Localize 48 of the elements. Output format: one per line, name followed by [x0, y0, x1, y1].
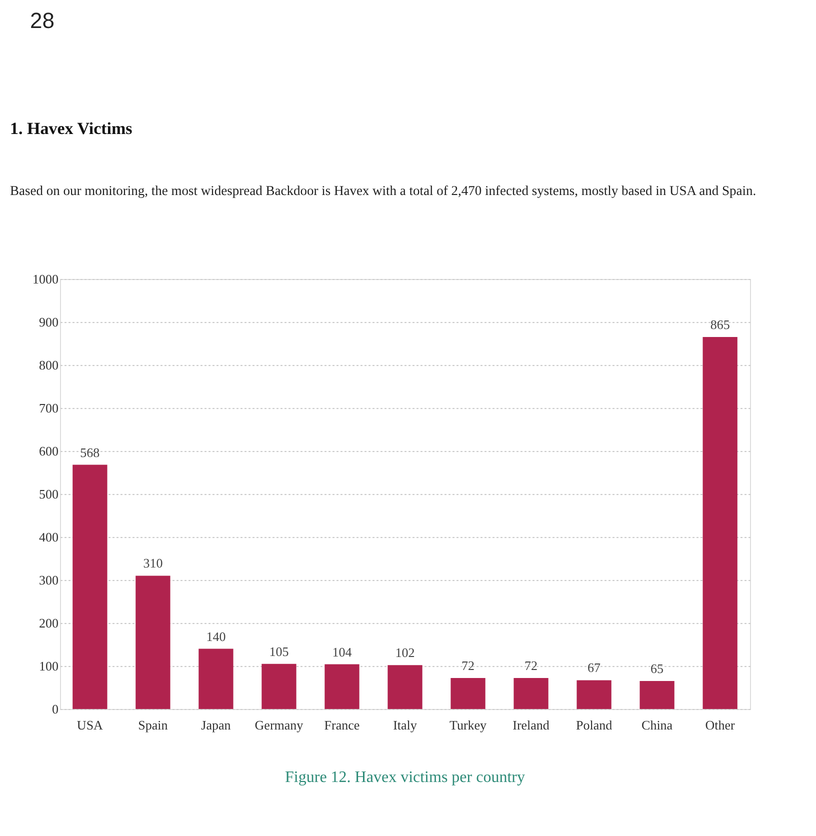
bar	[262, 664, 296, 709]
y-tick-label: 500	[39, 486, 58, 502]
data-label: 65	[650, 661, 664, 676]
bar	[388, 665, 422, 709]
chart-subtitle: Based on our monitoring, the most widespread Backdoor is Havex with a total of 2,470 infected systems, mostly based in USA and Spain.	[10, 183, 756, 198]
x-tick-label: Poland	[576, 718, 613, 732]
text: 28	[30, 8, 54, 33]
y-tick-label: 700	[39, 400, 58, 416]
caption: Figure 12. Havex victims per country	[285, 769, 525, 786]
x-tick-label: Ireland	[512, 718, 550, 732]
x-tick-label: Turkey	[449, 718, 488, 732]
data-label: 140	[206, 628, 226, 644]
y-tick-label: 1000	[32, 272, 58, 286]
bar	[72, 464, 108, 709]
bar	[514, 678, 548, 709]
y-tick-label: 300	[39, 572, 58, 588]
y-tick-label: 0	[52, 702, 58, 716]
data-label: 102	[395, 645, 415, 660]
y-tick-label: 600	[39, 444, 58, 458]
x-tick-label: China	[642, 718, 673, 732]
x-tick-label: Spain	[138, 718, 168, 732]
bar	[450, 678, 486, 709]
chart-title: 1. Havex Victims	[10, 119, 133, 138]
data-label: 105	[269, 644, 289, 659]
data-label: 310	[143, 556, 163, 571]
bar	[136, 576, 170, 709]
bar	[702, 337, 738, 709]
data-label: 104	[332, 644, 352, 660]
bar	[324, 664, 360, 709]
x-tick-label: USA	[76, 718, 104, 732]
x-tick-label: Other	[705, 718, 736, 732]
x-tick-label: France	[324, 718, 360, 732]
y-tick-label: 200	[39, 616, 58, 630]
data-label: 568	[80, 444, 100, 460]
data-label: 67	[588, 660, 602, 676]
x-tick-label: Japan	[201, 718, 232, 732]
y-tick-label: 900	[39, 314, 58, 330]
y-tick-label: 800	[39, 358, 58, 372]
data-label: 72	[462, 658, 475, 674]
x-tick-label: Italy	[393, 718, 418, 732]
bar	[576, 680, 612, 709]
data-label: 865	[710, 317, 730, 332]
y-tick-label: 400	[39, 530, 58, 544]
y-tick-label: 100	[39, 658, 58, 674]
bar	[198, 648, 234, 709]
data-label: 72	[524, 658, 538, 674]
x-tick-label: Germany	[254, 718, 304, 732]
bar	[640, 681, 674, 709]
